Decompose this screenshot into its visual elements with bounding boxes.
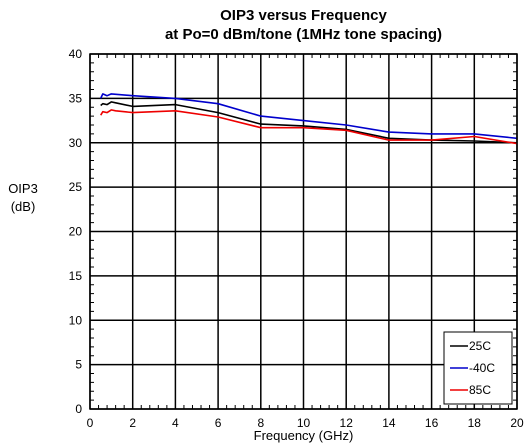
x-axis-label: Frequency (GHz) <box>253 428 354 443</box>
x-tick-label: 20 <box>510 416 524 430</box>
series-lines <box>99 93 518 145</box>
x-tick-label: 2 <box>129 416 136 430</box>
chart-subtitle: at Po=0 dBm/tone (1MHz tone spacing) <box>164 26 443 43</box>
y-tick-label: 30 <box>69 136 83 150</box>
y-tick-label: 10 <box>69 313 83 327</box>
y-tick-label: 5 <box>75 358 82 372</box>
x-tick-label: 18 <box>468 416 482 430</box>
y-tick-label: 15 <box>69 269 83 283</box>
y-axis-unit-label: (dB) <box>10 199 36 214</box>
y-tick-label: 40 <box>69 47 83 61</box>
x-tick-label: 16 <box>425 416 439 430</box>
legend-label: -40C <box>469 361 495 375</box>
y-tick-label: 20 <box>69 225 83 239</box>
x-tick-label: 12 <box>340 416 354 430</box>
series-line-40c <box>99 93 518 140</box>
x-tick-label: 0 <box>87 416 94 430</box>
tick-labels: 0 2 4 6 8 10 12 14 16 18 20 0 5 10 15 20 25 30 35 40 <box>69 47 524 430</box>
series-line-25c <box>100 101 518 144</box>
y-tick-label: 35 <box>69 91 83 105</box>
y-tick-label: 0 <box>75 402 82 416</box>
x-tick-label: 14 <box>382 416 396 430</box>
y-axis-label: OIP3 <box>8 181 38 196</box>
legend-label: 25C <box>469 339 491 353</box>
legend-label: 85C <box>469 383 491 397</box>
chart-title: OIP3 versus Frequency <box>220 7 387 24</box>
x-tick-label: 4 <box>172 416 179 430</box>
x-tick-label: 10 <box>297 416 311 430</box>
x-tick-label: 6 <box>215 416 222 430</box>
series-line-85c <box>100 109 518 145</box>
grid-lines <box>89 53 518 410</box>
x-tick-label: 8 <box>257 416 264 430</box>
legend: 25C -40C 85C <box>443 331 513 405</box>
y-tick-label: 25 <box>69 180 83 194</box>
plot-frame <box>89 53 518 410</box>
